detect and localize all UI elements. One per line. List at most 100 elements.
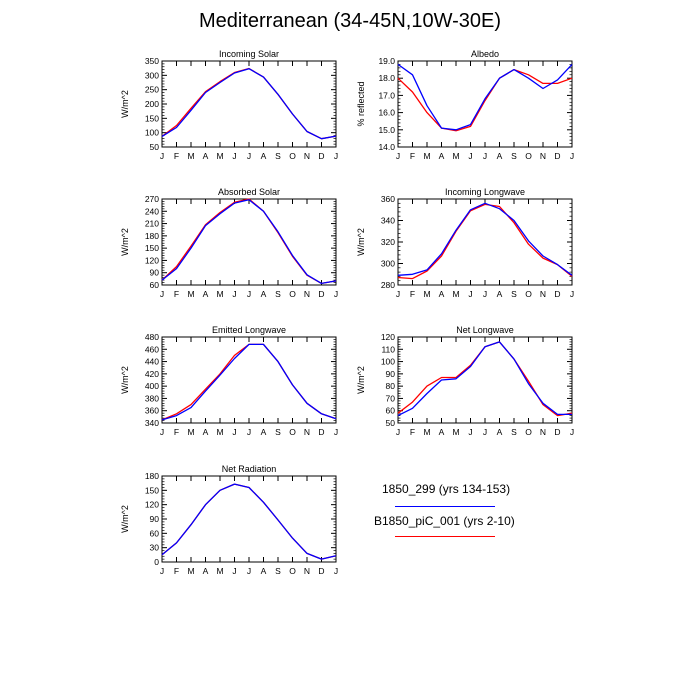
x-tick-label: A [203, 566, 209, 576]
y-axis-label: % reflected [356, 81, 366, 126]
plot-frame [397, 336, 573, 424]
y-tick-label: 180 [145, 231, 159, 241]
y-tick-label: 60 [150, 280, 160, 290]
series-line-1850-299-yrs-134-153- [397, 202, 573, 276]
x-tick-label: N [304, 289, 310, 299]
x-tick-label: N [304, 151, 310, 161]
x-tick-label: M [452, 289, 459, 299]
x-tick-label: S [511, 151, 517, 161]
y-tick-label: 300 [145, 70, 159, 80]
y-axis-label: W/m^2 [120, 366, 130, 394]
y-tick-label: 50 [150, 142, 160, 152]
y-axis-label: W/m^2 [120, 505, 130, 533]
x-tick-label: A [497, 151, 503, 161]
x-tick-label: J [468, 427, 472, 437]
x-tick-label: O [525, 289, 532, 299]
series-line-1850-299-yrs-134-153- [161, 343, 337, 421]
x-tick-label: D [318, 289, 324, 299]
y-tick-label: 210 [145, 219, 159, 229]
y-tick-label: 340 [381, 216, 395, 226]
x-tick-label: A [497, 427, 503, 437]
series-line-b1850-pic-001-yrs-2-10- [397, 203, 573, 280]
x-tick-label: N [540, 427, 546, 437]
x-tick-label: O [289, 427, 296, 437]
y-tick-label: 19.0 [378, 56, 395, 66]
y-tick-label: 360 [381, 194, 395, 204]
x-tick-label: S [511, 427, 517, 437]
panel-title: Absorbed Solar [218, 187, 280, 197]
x-tick-label: A [261, 566, 267, 576]
x-tick-label: A [439, 289, 445, 299]
legend-label-1850-299: 1850_299 (yrs 134-153) [382, 482, 511, 496]
figure-title: Mediterranean (34-45N,10W-30E) [198, 10, 501, 32]
series-line-1850-299-yrs-134-153- [397, 341, 572, 417]
y-tick-label: 150 [145, 243, 159, 253]
x-tick-label: M [187, 289, 194, 299]
plot-frame [161, 198, 337, 286]
x-tick-label: A [203, 151, 209, 161]
panel-title: Albedo [471, 49, 499, 59]
x-tick-label: J [334, 151, 338, 161]
x-tick-label: J [232, 566, 236, 576]
panel-incoming-solar: Incoming Solar W/m^2 50 100 150 200 250 300 350 J… [120, 49, 338, 161]
x-tick-label: J [334, 289, 338, 299]
x-tick-label: M [187, 427, 194, 437]
series-line-1850-299-yrs-134-153- [161, 68, 337, 140]
x-tick-label: J [160, 427, 164, 437]
y-tick-label: 180 [145, 471, 159, 481]
x-tick-label: O [289, 151, 296, 161]
panel-title: Net Radiation [222, 464, 277, 474]
x-tick-label: F [410, 289, 415, 299]
x-tick-label: N [304, 427, 310, 437]
y-tick-label: 150 [145, 485, 159, 495]
x-tick-label: F [410, 427, 415, 437]
x-tick-label: J [160, 289, 164, 299]
x-tick-label: J [570, 427, 574, 437]
plot-frame [161, 475, 337, 563]
y-tick-label: 280 [381, 280, 395, 290]
x-tick-label: J [232, 427, 236, 437]
series-line-1850-299-yrs-134-153- [161, 199, 337, 285]
panel-title: Incoming Longwave [445, 187, 525, 197]
x-tick-label: A [497, 289, 503, 299]
x-tick-label: J [396, 151, 400, 161]
x-tick-label: D [318, 151, 324, 161]
series-line-b1850-pic-001-yrs-2-10- [397, 68, 573, 132]
x-tick-label: J [247, 151, 251, 161]
x-tick-label: J [483, 289, 487, 299]
plot-frame [397, 60, 573, 148]
x-tick-label: M [452, 427, 459, 437]
x-tick-label: F [174, 289, 179, 299]
x-tick-label: D [318, 427, 324, 437]
x-tick-label: M [423, 151, 430, 161]
x-tick-label: M [216, 427, 223, 437]
y-tick-label: 100 [145, 128, 159, 138]
y-tick-label: 16.0 [378, 108, 395, 118]
x-tick-label: J [483, 427, 487, 437]
y-tick-label: 380 [145, 393, 159, 403]
plot-frame [161, 60, 337, 148]
y-tick-label: 200 [145, 99, 159, 109]
y-tick-label: 150 [145, 113, 159, 123]
x-tick-label: J [468, 289, 472, 299]
y-axis-label: W/m^2 [120, 228, 130, 256]
x-tick-label: N [540, 289, 546, 299]
y-tick-label: 90 [150, 268, 160, 278]
x-tick-label: J [232, 151, 236, 161]
y-tick-label: 460 [145, 344, 159, 354]
x-tick-label: A [203, 427, 209, 437]
series-line-b1850-pic-001-yrs-2-10- [397, 341, 573, 417]
x-tick-label: J [247, 566, 251, 576]
series-line-1850-299-yrs-134-153- [161, 483, 337, 560]
y-tick-label: 14.0 [378, 142, 395, 152]
legend-line-1850-299 [395, 506, 495, 507]
x-tick-label: M [187, 151, 194, 161]
y-tick-label: 80 [386, 381, 396, 391]
y-tick-label: 340 [145, 418, 159, 428]
panel-emitted-longwave: Emitted Longwave W/m^2 340 360 380 400 420 440 4… [120, 325, 338, 437]
x-tick-label: F [174, 566, 179, 576]
x-tick-label: M [187, 566, 194, 576]
x-tick-label: A [439, 151, 445, 161]
